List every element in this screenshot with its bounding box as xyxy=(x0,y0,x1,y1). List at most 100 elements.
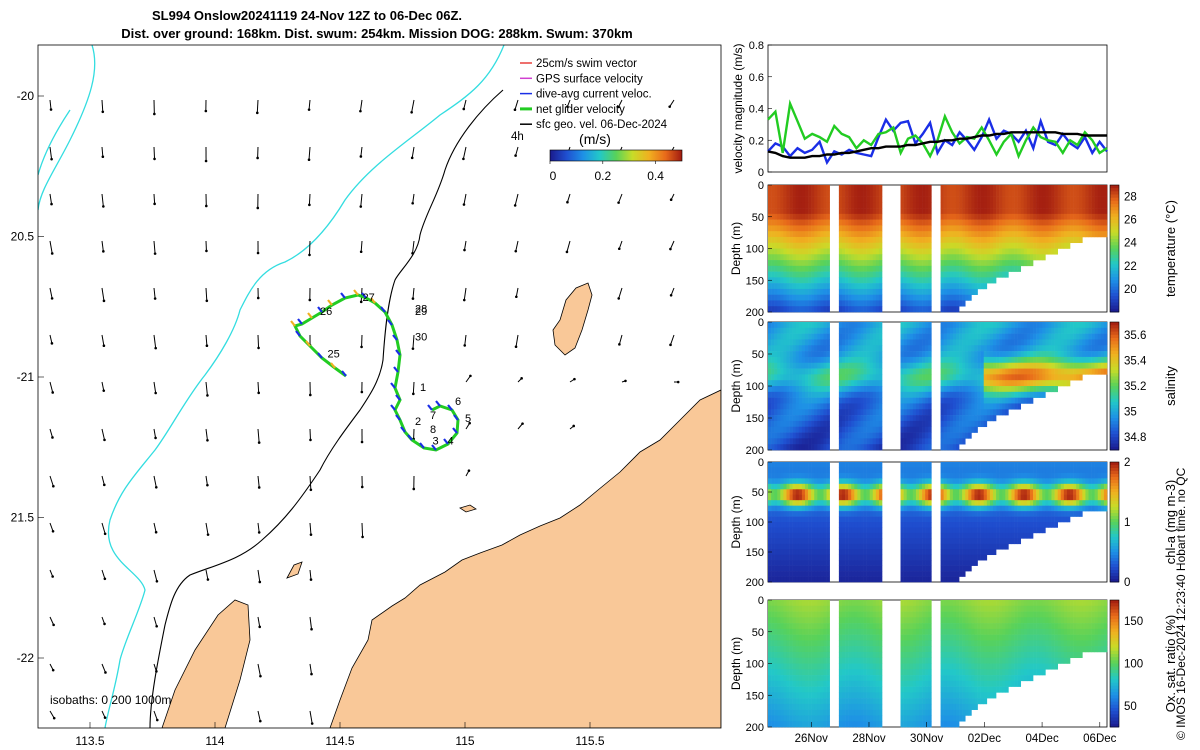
section-cell xyxy=(1026,380,1031,387)
section-cell xyxy=(795,213,800,220)
section-cell xyxy=(925,426,929,433)
section-cell xyxy=(940,236,944,244)
section-cell xyxy=(922,236,926,244)
section-cell xyxy=(949,374,954,381)
section-cell xyxy=(801,467,806,474)
section-cell xyxy=(792,368,797,375)
section-cell xyxy=(768,438,772,445)
section-cell xyxy=(940,322,944,329)
section-cell xyxy=(1066,374,1071,381)
section-cell xyxy=(817,438,821,445)
section-cell xyxy=(820,202,824,209)
colorbar-segment xyxy=(1110,440,1119,444)
section-cell xyxy=(1014,213,1018,220)
velocity-arrow-head xyxy=(102,205,105,208)
section-cell xyxy=(795,271,800,278)
section-cell xyxy=(949,356,954,364)
section-cell xyxy=(798,260,803,267)
section-cell xyxy=(811,368,815,375)
section-cell xyxy=(780,294,784,301)
section-cell xyxy=(872,242,877,249)
section-cell xyxy=(1008,208,1012,215)
colorbar-segment xyxy=(1110,379,1119,384)
section-cell xyxy=(1008,225,1012,232)
section-cell xyxy=(1091,219,1095,226)
section-cell xyxy=(777,231,781,238)
section-cell xyxy=(780,403,784,410)
section-cell xyxy=(814,554,818,561)
section-cell xyxy=(1017,368,1022,375)
section-cell xyxy=(943,444,948,451)
section-cell xyxy=(915,549,920,556)
section-cell xyxy=(906,254,911,261)
section-cell xyxy=(786,386,790,393)
section-cell xyxy=(795,438,800,445)
section-cell xyxy=(841,426,846,433)
section-cell xyxy=(959,345,963,352)
colorbar-segment xyxy=(1110,270,1119,275)
section-cell xyxy=(780,351,784,358)
section-cell xyxy=(1088,339,1092,346)
section-cell xyxy=(1085,185,1089,192)
section-cell xyxy=(875,438,880,445)
section-cell xyxy=(872,489,877,496)
surface-velocity-field xyxy=(49,99,680,725)
section-cell xyxy=(912,426,917,433)
section-cell xyxy=(872,294,877,301)
section-cell xyxy=(989,374,994,381)
section-cell xyxy=(940,202,944,209)
section-cell xyxy=(996,208,1000,215)
section-cell xyxy=(1079,339,1083,346)
section-cell xyxy=(841,576,846,583)
section-cell xyxy=(801,505,806,512)
section-cell xyxy=(922,242,926,249)
section-cell xyxy=(808,489,812,496)
section-cell xyxy=(789,242,793,249)
section-cell xyxy=(820,409,824,416)
section-cell xyxy=(768,368,772,375)
velocity-arrow-head xyxy=(256,251,260,255)
section-cell xyxy=(909,532,914,539)
section-cell xyxy=(777,306,781,313)
velocity-arrow xyxy=(412,334,415,349)
section-cell xyxy=(992,254,997,261)
section-cell xyxy=(783,426,787,433)
section-cell xyxy=(872,231,877,238)
section-cell xyxy=(1033,208,1037,215)
section-cell xyxy=(906,339,911,346)
section-cell xyxy=(841,225,846,232)
section-cell xyxy=(1082,196,1086,203)
section-cell xyxy=(946,242,951,249)
section-cell xyxy=(1020,185,1025,192)
section-cell xyxy=(774,549,778,556)
section-cell xyxy=(1103,190,1108,197)
colorbar-segment xyxy=(1110,382,1119,387)
section-cell xyxy=(965,288,969,295)
section-cell xyxy=(955,420,960,428)
section-cell xyxy=(959,409,963,416)
section-cell xyxy=(1088,231,1092,238)
section-cell xyxy=(863,277,867,284)
section-cell xyxy=(860,522,864,528)
section-cell xyxy=(792,403,797,410)
section-cell xyxy=(1057,368,1062,375)
section-cell xyxy=(863,505,867,512)
section-cell xyxy=(848,300,852,307)
section-cell xyxy=(838,478,843,485)
section-cell xyxy=(925,554,929,561)
section-cell xyxy=(780,327,784,334)
section-cell xyxy=(946,345,951,352)
section-cell xyxy=(811,500,815,506)
velocity-arrow-head xyxy=(256,156,259,160)
section-cell xyxy=(848,571,852,577)
section-cell xyxy=(878,327,883,334)
section-cell xyxy=(943,327,948,334)
section-cell xyxy=(860,397,864,404)
section-cell xyxy=(1005,327,1009,334)
section-cell xyxy=(851,438,855,445)
section-cell xyxy=(866,254,870,261)
section-cell xyxy=(845,322,849,329)
section-cell xyxy=(783,225,787,232)
section-cell xyxy=(909,516,914,523)
section-cell xyxy=(1054,196,1058,203)
